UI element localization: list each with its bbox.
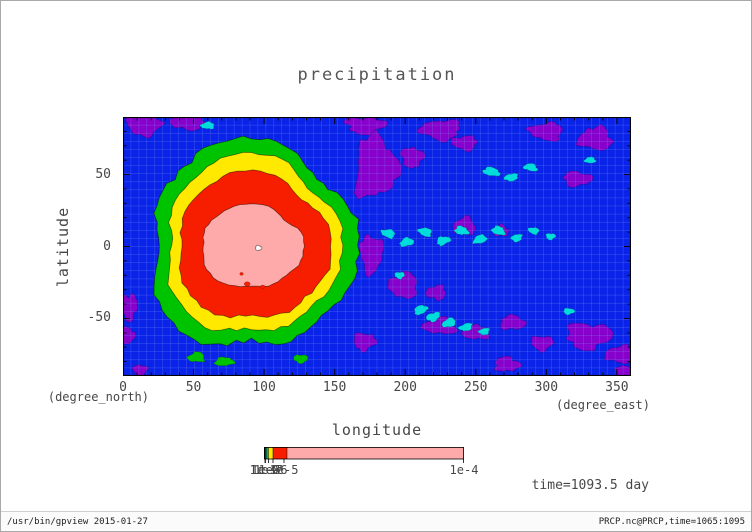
x-tick-label: 300 <box>534 380 559 395</box>
status-bar: /usr/bin/gpview 2015-01-27 PRCP.nc@PRCP,… <box>1 511 751 531</box>
y-tick-label: -50 <box>87 310 111 326</box>
x-tick-label: 200 <box>393 380 417 395</box>
x-tick-label: 0 <box>119 380 127 395</box>
plot-canvas <box>123 117 631 376</box>
x-axis-unit: (degree_east) <box>556 398 650 412</box>
y-tick-label: 50 <box>95 166 111 182</box>
x-axis-label: longitude <box>331 421 423 439</box>
x-tick-label: 350 <box>605 380 629 395</box>
x-tick-label: 250 <box>464 380 488 395</box>
colorbar-tick-label: 1e-7 <box>253 463 283 477</box>
colorbar-tick-label: 1e-9 <box>249 463 279 477</box>
colorbar-tick-label: 1e-4 <box>449 463 479 477</box>
status-dataset: PRCP.nc@PRCP,time=1065:1095 <box>598 516 745 527</box>
colorbar-tick-label: 1e-8 <box>251 463 281 477</box>
x-tick-label: 100 <box>252 380 276 395</box>
y-tick-label: 0 <box>103 238 111 254</box>
x-tick-label: 150 <box>322 380 347 395</box>
y-axis-unit: (degree_north) <box>47 390 149 404</box>
colorbar-tick-label: 1e-5 <box>269 463 299 477</box>
status-command: /usr/bin/gpview 2015-01-27 <box>7 516 148 527</box>
plot-title: precipitation <box>297 65 457 85</box>
time-annotation: time=1093.5 day <box>531 478 649 493</box>
colorbar <box>264 447 464 463</box>
x-tick-label: 50 <box>185 380 202 395</box>
colorbar-tick-label: 1e-6 <box>258 463 288 477</box>
